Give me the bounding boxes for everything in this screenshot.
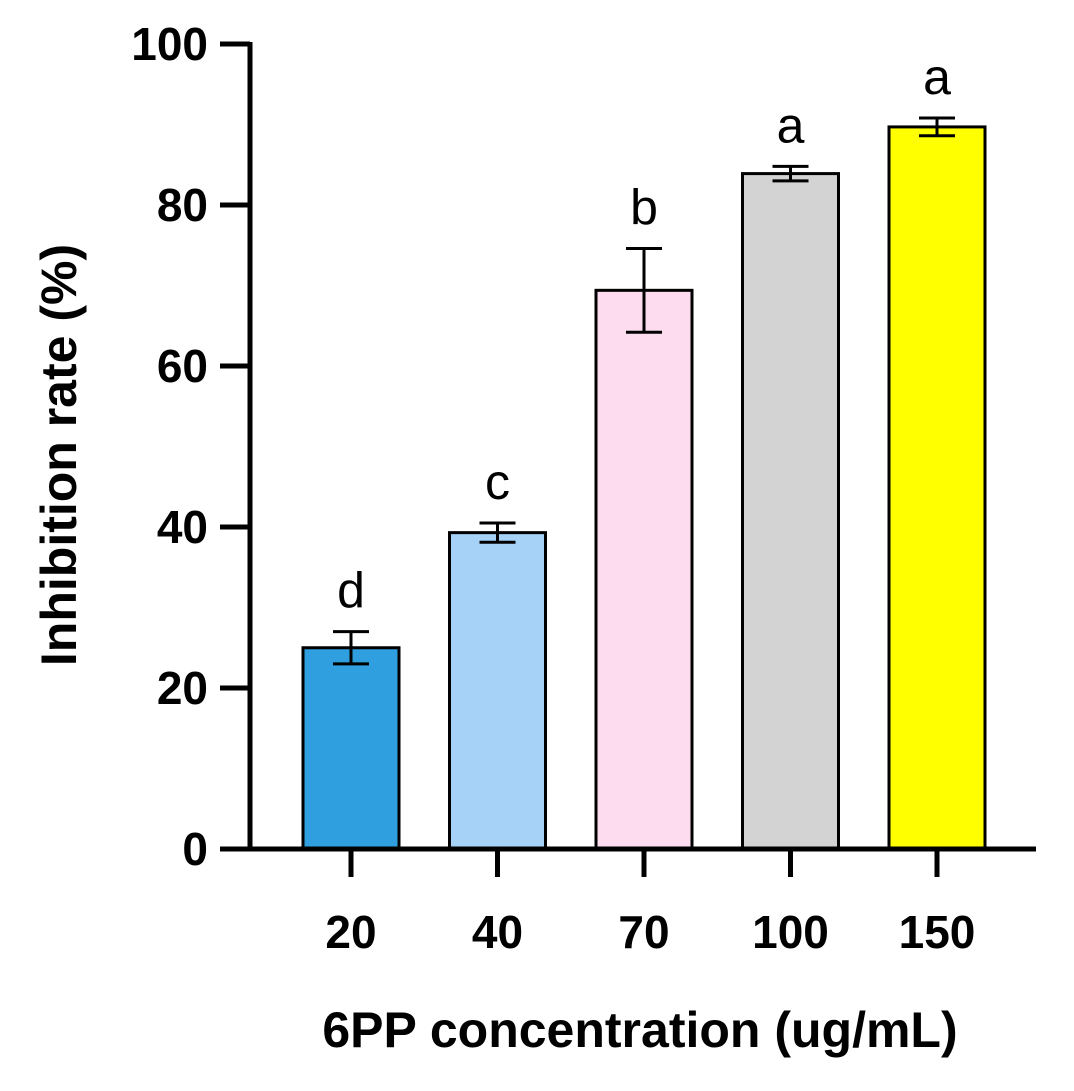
y-tick-label: 100	[131, 18, 208, 70]
bar-100	[741, 172, 840, 851]
bar-70	[594, 288, 694, 851]
significance-label: b	[630, 179, 658, 235]
bar-20	[301, 646, 401, 851]
bar-150	[887, 125, 987, 851]
x-axis-title: 6PP concentration (ug/mL)	[322, 1002, 957, 1058]
x-tick-label: 40	[472, 906, 523, 958]
error-bars	[333, 116, 955, 666]
x-tick-label: 20	[325, 906, 376, 958]
y-tick-label: 20	[157, 662, 208, 714]
y-axis-ticks: 0 20 40 60 80 100	[131, 18, 250, 875]
significance-label: a	[777, 97, 805, 153]
significance-labels: d c b a a	[337, 49, 951, 619]
x-axis-ticks: 20 40 70 100 150	[325, 849, 975, 958]
significance-label: d	[337, 563, 365, 619]
x-tick-label: 100	[752, 906, 829, 958]
y-axis-title: Inhibition rate (%)	[31, 244, 87, 666]
x-tick-label: 150	[899, 906, 976, 958]
y-tick-label: 60	[157, 340, 208, 392]
y-tick-label: 80	[157, 179, 208, 231]
bar-40	[448, 531, 547, 851]
x-tick-label: 70	[618, 906, 669, 958]
significance-label: a	[923, 49, 951, 105]
y-tick-label: 40	[157, 501, 208, 553]
y-tick-label: 0	[182, 823, 208, 875]
significance-label: c	[485, 454, 510, 510]
